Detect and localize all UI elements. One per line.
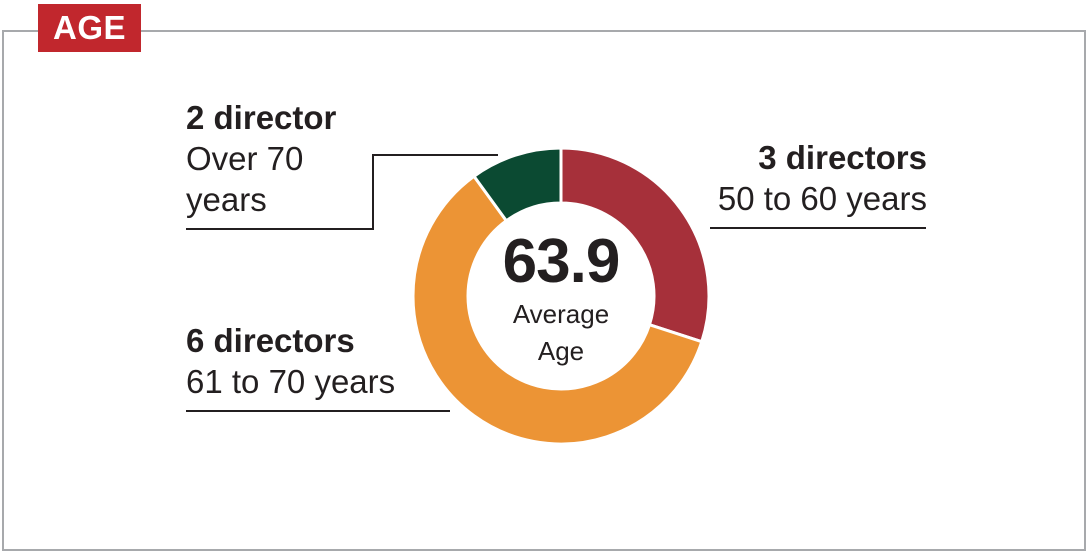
- label-count: 3 directors: [758, 139, 927, 176]
- chart-frame: [2, 30, 1086, 551]
- label-count: 6 directors: [186, 322, 355, 359]
- donut-slice-61-to-70-years: [411, 174, 704, 446]
- label-range: 50 to 60 years: [717, 180, 927, 217]
- label-count: 2 director: [186, 99, 337, 136]
- donut-slice-50-to-60-years: [559, 146, 711, 344]
- label-3-directors: 3 directors 50 to 60 years: [718, 137, 927, 219]
- leader-line-2-director: [186, 154, 498, 230]
- donut-slice-over-70-years: [471, 146, 563, 223]
- label-6-directors: 6 directors 61 to 70 years: [186, 320, 395, 402]
- label-range: Over 70 years: [186, 140, 304, 218]
- average-age-caption: Average Age: [512, 299, 610, 366]
- average-age-value: 63.9: [502, 227, 621, 296]
- section-tag: AGE: [38, 4, 141, 52]
- average-age-center: 63.9 Average Age: [461, 228, 661, 370]
- label-range: 61 to 70 years: [186, 363, 396, 400]
- label-2-director: 2 director Over 70 years: [186, 97, 346, 220]
